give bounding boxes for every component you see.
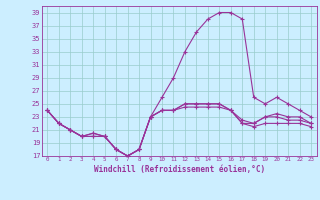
X-axis label: Windchill (Refroidissement éolien,°C): Windchill (Refroidissement éolien,°C): [94, 165, 265, 174]
